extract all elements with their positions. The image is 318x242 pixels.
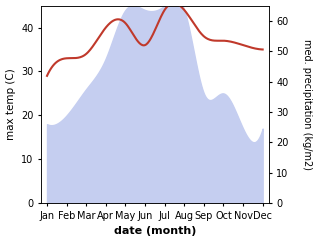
- Y-axis label: max temp (C): max temp (C): [5, 68, 16, 140]
- X-axis label: date (month): date (month): [114, 227, 196, 236]
- Y-axis label: med. precipitation (kg/m2): med. precipitation (kg/m2): [302, 39, 313, 170]
